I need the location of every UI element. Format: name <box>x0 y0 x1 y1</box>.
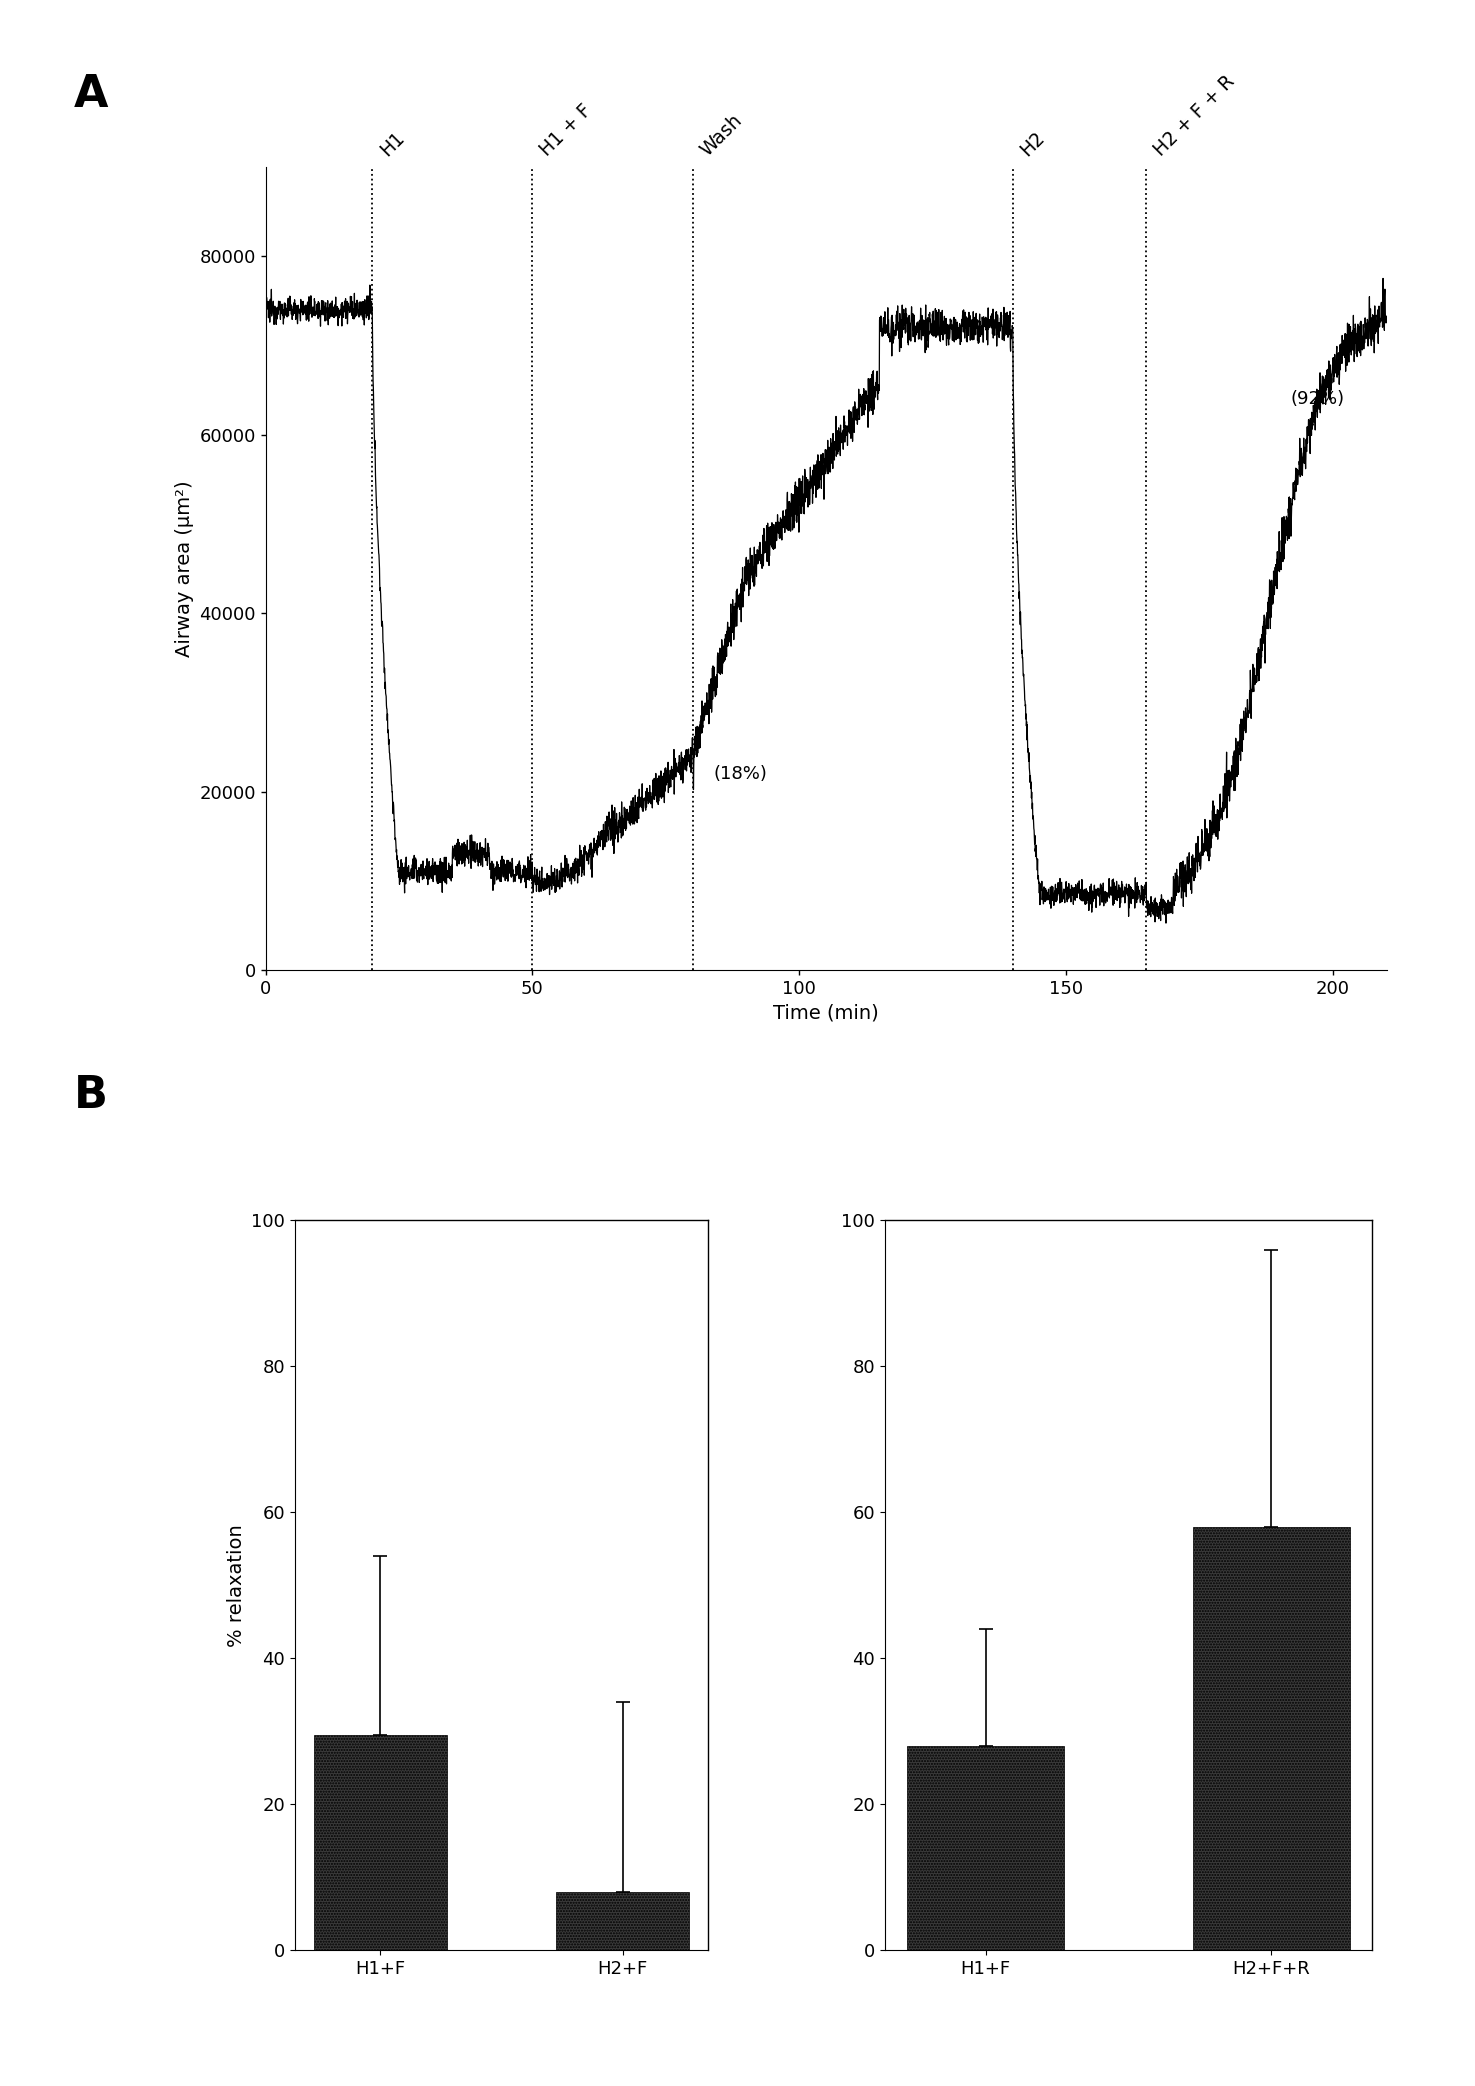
Text: H2 + F + R: H2 + F + R <box>1150 71 1239 161</box>
X-axis label: Time (min): Time (min) <box>773 1003 879 1022</box>
Y-axis label: Airway area (μm²): Airway area (μm²) <box>174 480 193 657</box>
Y-axis label: % relaxation: % relaxation <box>227 1525 246 1646</box>
Text: (18%): (18%) <box>714 766 768 782</box>
Bar <box>1193 1527 1350 1950</box>
Text: H2: H2 <box>1016 127 1049 161</box>
Bar <box>314 1736 447 1950</box>
Text: H1 + F: H1 + F <box>537 100 596 161</box>
Text: (92%): (92%) <box>1291 390 1345 409</box>
Text: A: A <box>74 73 108 117</box>
Text: H1: H1 <box>376 127 409 161</box>
Bar <box>556 1892 689 1950</box>
Text: Wash: Wash <box>696 111 746 161</box>
Bar <box>907 1746 1063 1950</box>
Text: B: B <box>74 1074 108 1118</box>
